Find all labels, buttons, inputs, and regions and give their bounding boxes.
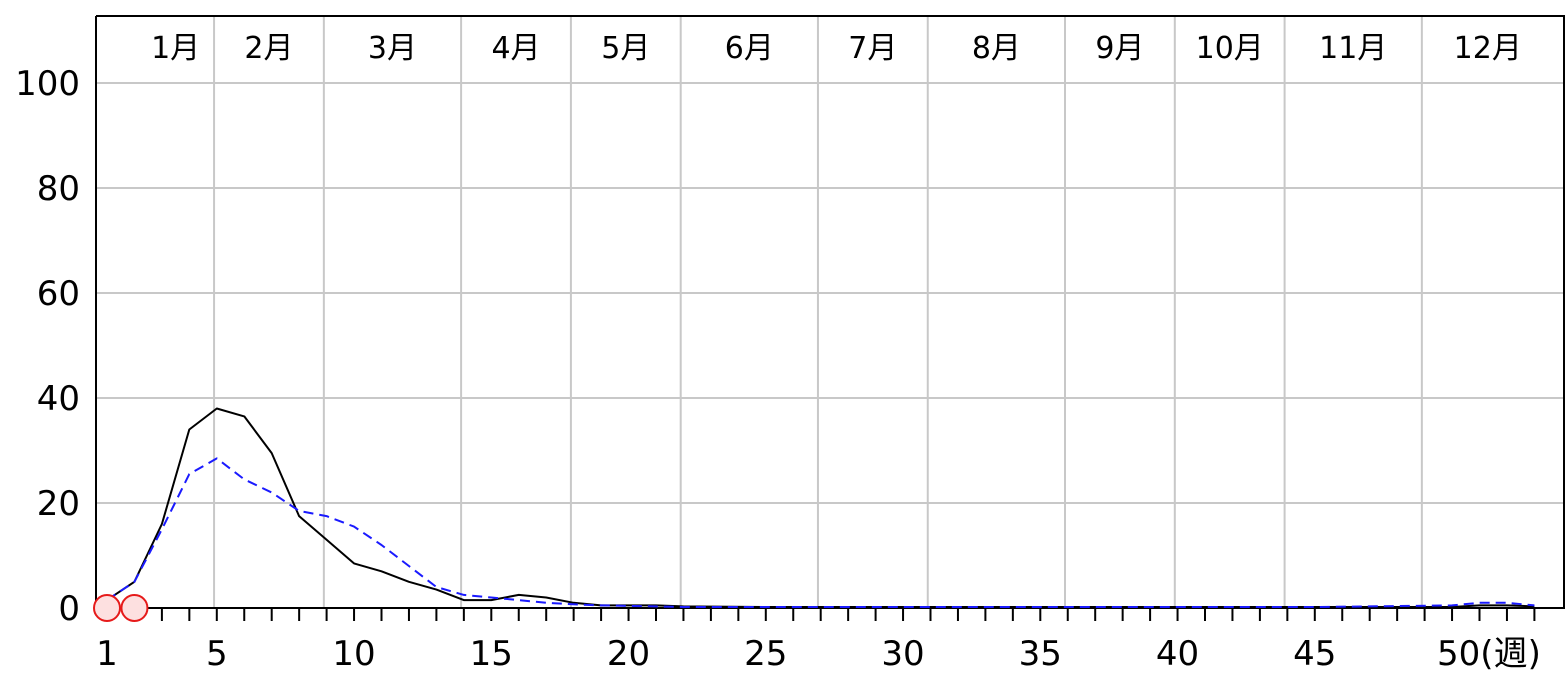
x-tick-label: 40 [1156, 634, 1199, 674]
highlight-marker [120, 594, 149, 622]
month-label: 1月 [151, 31, 200, 66]
x-tick-label: 45 [1293, 634, 1336, 674]
highlight-marker [93, 594, 121, 622]
month-label: 5月 [601, 31, 650, 66]
month-label: 6月 [725, 31, 774, 66]
month-label: 12月 [1454, 31, 1522, 66]
series-line-dashed [106, 457, 1535, 608]
series-line-solid [106, 407, 1535, 608]
month-label: 9月 [1095, 31, 1144, 66]
y-tick-label: 0 [58, 589, 80, 629]
month-label: 3月 [368, 31, 417, 66]
month-label: 2月 [244, 31, 293, 66]
y-tick-label: 40 [37, 379, 80, 419]
highlight-markers [93, 594, 149, 622]
x-tick-label: 15 [470, 634, 513, 674]
x-tick-label: 1 [96, 634, 118, 674]
x-tick-label: 10 [332, 634, 375, 674]
month-label: 8月 [972, 31, 1021, 66]
y-tick-label: 20 [37, 484, 80, 524]
x-tick-label: 20 [607, 634, 650, 674]
month-label: 11月 [1319, 31, 1387, 66]
x-tick-label: 5 [206, 634, 228, 674]
y-tick-label: 80 [37, 169, 80, 209]
y-tick-label: 100 [15, 64, 80, 104]
month-label: 7月 [848, 31, 897, 66]
x-tick-label: 25 [744, 634, 787, 674]
series-lines [106, 407, 1535, 608]
x-tick-label: 35 [1019, 634, 1062, 674]
x-tick-label: 30 [881, 634, 924, 674]
month-label: 4月 [491, 31, 540, 66]
month-label: 10月 [1196, 31, 1264, 66]
grid [96, 16, 1565, 608]
y-tick-label: 60 [37, 274, 80, 314]
x-tick-label: 50(週) [1437, 634, 1541, 674]
